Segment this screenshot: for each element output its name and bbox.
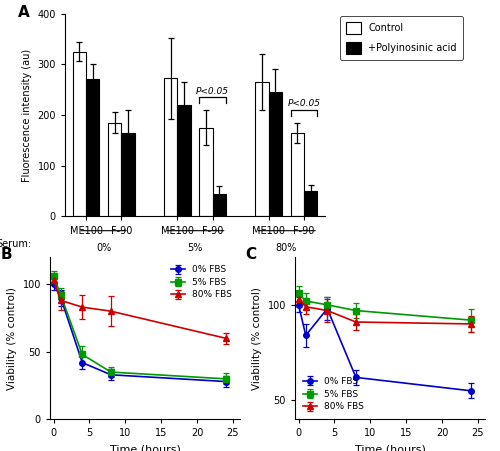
- Bar: [164, 78, 177, 216]
- Bar: [108, 123, 121, 216]
- Bar: [121, 133, 134, 216]
- Bar: [212, 193, 226, 216]
- Bar: [199, 128, 212, 216]
- Legend: 0% FBS, 5% FBS, 80% FBS: 0% FBS, 5% FBS, 80% FBS: [168, 262, 235, 303]
- Bar: [290, 133, 304, 216]
- Legend: Control, +Polyinosinic acid: Control, +Polyinosinic acid: [340, 16, 463, 60]
- Text: P<0.05: P<0.05: [288, 99, 320, 108]
- Text: C: C: [246, 247, 256, 262]
- Text: B: B: [0, 247, 12, 262]
- Text: 80%: 80%: [276, 243, 297, 253]
- Y-axis label: Viability (% control): Viability (% control): [7, 287, 17, 390]
- X-axis label: Time (hours): Time (hours): [110, 444, 180, 451]
- X-axis label: Time (hours): Time (hours): [354, 444, 426, 451]
- Bar: [178, 105, 191, 216]
- Bar: [86, 79, 100, 216]
- Bar: [256, 82, 269, 216]
- Y-axis label: Viability (% control): Viability (% control): [252, 287, 262, 390]
- Text: 5%: 5%: [188, 243, 202, 253]
- Text: A: A: [18, 5, 30, 20]
- Bar: [269, 92, 282, 216]
- Text: P<0.05: P<0.05: [196, 87, 229, 96]
- Text: Serum:: Serum:: [0, 239, 31, 249]
- Bar: [304, 191, 318, 216]
- Bar: [72, 51, 86, 216]
- Text: 0%: 0%: [96, 243, 112, 253]
- Legend: 0% FBS, 5% FBS, 80% FBS: 0% FBS, 5% FBS, 80% FBS: [300, 373, 368, 415]
- Y-axis label: Fluorescence intensity (au): Fluorescence intensity (au): [22, 48, 32, 182]
